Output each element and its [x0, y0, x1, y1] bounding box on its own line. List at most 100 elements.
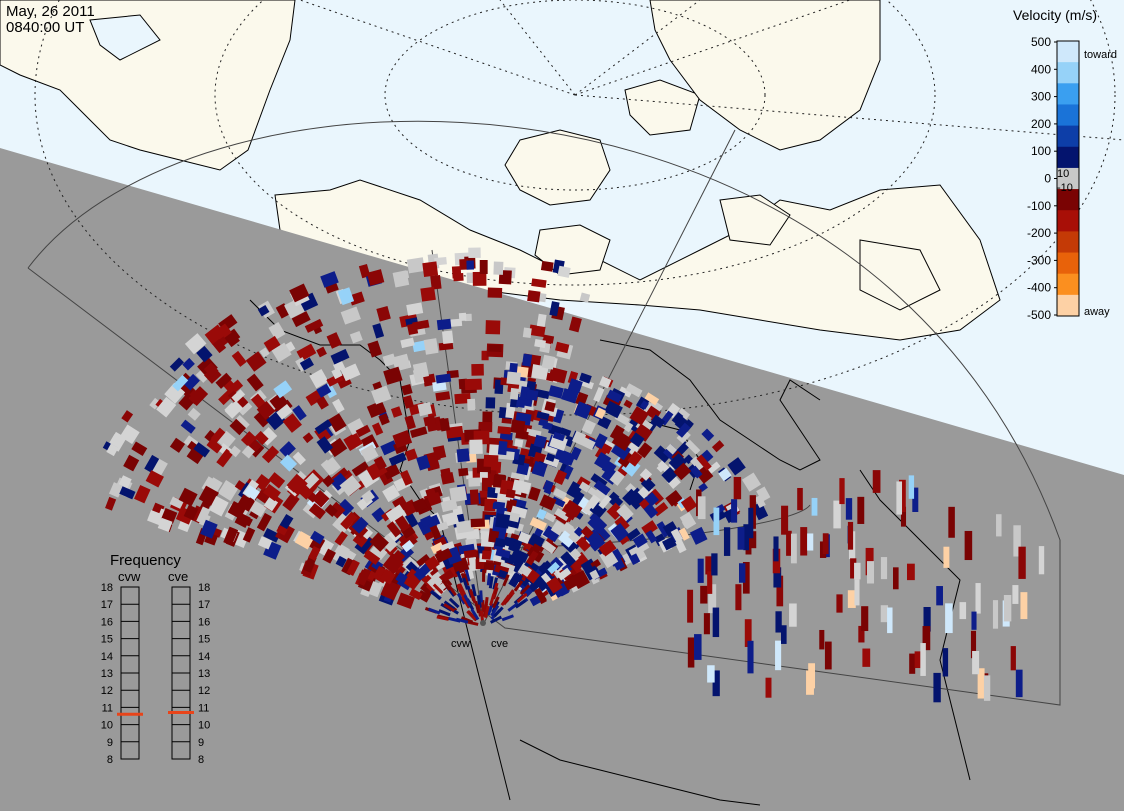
- velocity-cell: [574, 401, 592, 420]
- velocity-cell: [330, 472, 349, 491]
- velocity-cell: [589, 569, 600, 581]
- velocity-cell: [212, 339, 227, 354]
- velocity-cell: [862, 648, 871, 667]
- velocity-cell: [296, 343, 317, 362]
- velocity-cell: [641, 520, 658, 536]
- velocity-cell: [811, 497, 818, 516]
- velocity-cell: [512, 572, 524, 582]
- frequency-tick-label: 13: [198, 668, 210, 680]
- frequency-tick-label: 14: [101, 651, 113, 663]
- velocity-cell: [481, 600, 485, 613]
- velocity-cell: [180, 419, 196, 434]
- velocity-cell: [178, 487, 198, 507]
- velocity-cell: [610, 523, 630, 542]
- velocity-cell: [970, 630, 977, 659]
- velocity-cell: [536, 411, 550, 421]
- velocity-cell: [606, 492, 624, 509]
- velocity-cell: [1010, 646, 1016, 671]
- frequency-tick-label: 8: [107, 754, 113, 766]
- velocity-cell: [273, 380, 293, 399]
- velocity-cell: [614, 516, 630, 532]
- colorbar-tick-label: 0: [1044, 172, 1051, 186]
- velocity-cell: [594, 451, 612, 470]
- velocity-cell: [388, 452, 407, 467]
- velocity-cell: [456, 585, 465, 598]
- velocity-cell: [271, 342, 292, 363]
- velocity-cell: [590, 559, 602, 569]
- velocity-cell: [449, 485, 468, 503]
- velocity-cell: [466, 610, 477, 621]
- velocity-cell: [231, 389, 246, 403]
- velocity-cell: [623, 399, 633, 409]
- velocity-cell: [458, 467, 469, 477]
- velocity-cell: [404, 448, 418, 462]
- velocity-cell: [263, 335, 281, 353]
- velocity-cell: [435, 373, 452, 384]
- velocity-cell: [208, 496, 229, 517]
- velocity-cell: [131, 441, 148, 456]
- velocity-cell: [134, 485, 151, 504]
- velocity-cell: [354, 533, 375, 555]
- colorbar-tick-label: -300: [1027, 253, 1051, 267]
- velocity-cell: [900, 506, 907, 527]
- velocity-cell: [948, 506, 955, 538]
- velocity-cell: [438, 341, 454, 351]
- velocity-cell: [739, 563, 746, 583]
- velocity-cell: [367, 340, 383, 358]
- velocity-cell: [630, 496, 644, 510]
- frequency-tick-label: 16: [198, 616, 210, 628]
- velocity-cell: [544, 401, 556, 413]
- velocity-cell: [697, 558, 704, 583]
- velocity-colorbar: Velocity (m/s) 500 400 300 200 100 0 -100 -200 -…: [1013, 7, 1117, 322]
- frequency-tick-label: 10: [101, 720, 113, 732]
- velocity-cell: [332, 398, 345, 414]
- velocity-cell: [461, 595, 471, 608]
- velocity-cell: [268, 321, 286, 340]
- velocity-cell: [741, 472, 762, 492]
- velocity-cell: [712, 670, 720, 697]
- colorbar-toward-label: toward: [1084, 49, 1117, 61]
- velocity-cell: [417, 401, 433, 417]
- velocity-cell: [492, 577, 499, 590]
- velocity-cell: [959, 602, 967, 620]
- velocity-cell: [402, 395, 414, 409]
- velocity-cell: [400, 469, 413, 486]
- velocity-cell: [263, 527, 281, 543]
- velocity-cell: [326, 332, 342, 349]
- colorbar-swatch: [1057, 167, 1079, 190]
- velocity-cell: [610, 440, 632, 461]
- velocity-cell: [713, 507, 720, 536]
- velocity-cell: [509, 362, 518, 374]
- velocity-cell: [257, 536, 273, 550]
- velocity-cell: [656, 462, 667, 473]
- velocity-cell: [707, 665, 715, 683]
- velocity-cell: [256, 400, 276, 420]
- velocity-cell: [514, 599, 527, 609]
- velocity-cell: [854, 579, 860, 606]
- velocity-cell: [694, 634, 702, 660]
- velocity-cell: [436, 615, 449, 621]
- velocity-cell: [382, 484, 401, 503]
- velocity-cell: [157, 517, 173, 533]
- velocity-cell: [780, 625, 787, 644]
- velocity-cell: [819, 629, 825, 650]
- velocity-cell: [320, 271, 339, 288]
- velocity-cell: [557, 265, 571, 278]
- velocity-cell: [482, 569, 486, 582]
- velocity-cell: [441, 330, 454, 344]
- velocity-cell: [687, 637, 695, 668]
- velocity-cell: [392, 430, 413, 449]
- velocity-cell: [566, 481, 583, 499]
- velocity-cell: [494, 537, 507, 548]
- velocity-cell: [407, 323, 419, 336]
- velocity-cell: [536, 508, 547, 520]
- velocity-cell: [409, 426, 428, 438]
- frequency-panel: Frequency cvw cve 18 18 17 17 16 16 15 15 14 14 13…: [101, 552, 211, 766]
- velocity-cell: [933, 672, 941, 703]
- velocity-cell: [302, 432, 314, 444]
- velocity-cell: [268, 472, 286, 489]
- velocity-cell: [528, 324, 546, 338]
- velocity-cell: [478, 421, 493, 433]
- velocity-cell: [486, 603, 494, 616]
- velocity-cell: [505, 488, 516, 499]
